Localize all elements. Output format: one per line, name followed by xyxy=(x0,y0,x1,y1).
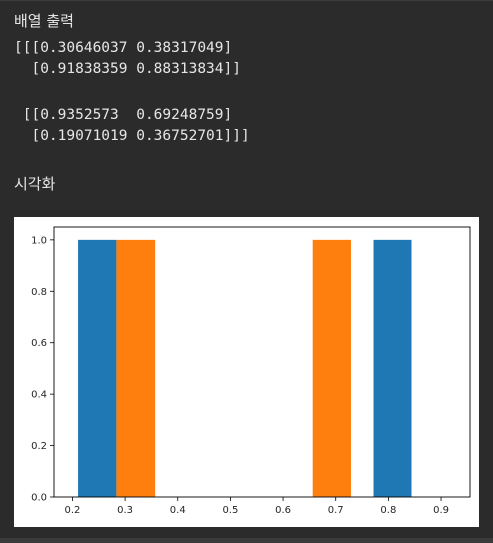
y-tick-label: 0.0 xyxy=(31,493,47,504)
y-tick-label: 1.0 xyxy=(31,235,47,246)
histogram-bar xyxy=(373,239,412,497)
x-tick-label: 0.2 xyxy=(64,505,80,516)
histogram-bar xyxy=(78,239,117,497)
x-tick-label: 0.5 xyxy=(222,505,238,516)
array-output-line: [0.91838359 0.88313834]] xyxy=(14,61,241,77)
x-tick-label: 0.9 xyxy=(433,505,449,516)
x-tick-label: 0.8 xyxy=(380,505,396,516)
array-output-line: [[0.9352573 0.69248759] xyxy=(14,107,233,123)
y-tick-label: 0.6 xyxy=(31,338,47,349)
x-tick-label: 0.7 xyxy=(328,505,344,516)
cell-bottom-divider xyxy=(0,538,493,543)
y-tick-label: 0.4 xyxy=(31,390,47,401)
array-output-line: [0.19071019 0.36752701]]] xyxy=(14,128,250,144)
histogram-bar xyxy=(116,239,156,497)
array-output-line: [[[0.30646037 0.38317049] xyxy=(14,40,233,56)
histogram-plot: 0.2 0.3 0.4 0.5 0.6 0.7 0.8 0.9 0.0 0.2 0.4 0.6 0.8 1… xyxy=(14,217,479,527)
y-tick-label: 0.8 xyxy=(31,287,47,298)
axes-frame xyxy=(53,226,471,498)
y-tick-label: 0.2 xyxy=(31,441,47,452)
x-tick-label: 0.6 xyxy=(275,505,291,516)
visualization-heading: 시각화 xyxy=(14,175,56,193)
array-output-heading: 배열 출력 xyxy=(14,12,74,30)
x-tick-label: 0.3 xyxy=(117,505,133,516)
x-tick-label: 0.4 xyxy=(170,505,186,516)
histogram-bar xyxy=(312,239,351,497)
histogram-svg: 0.2 0.3 0.4 0.5 0.6 0.7 0.8 0.9 0.0 0.2 0.4 0.6 0.8 1… xyxy=(31,226,471,516)
